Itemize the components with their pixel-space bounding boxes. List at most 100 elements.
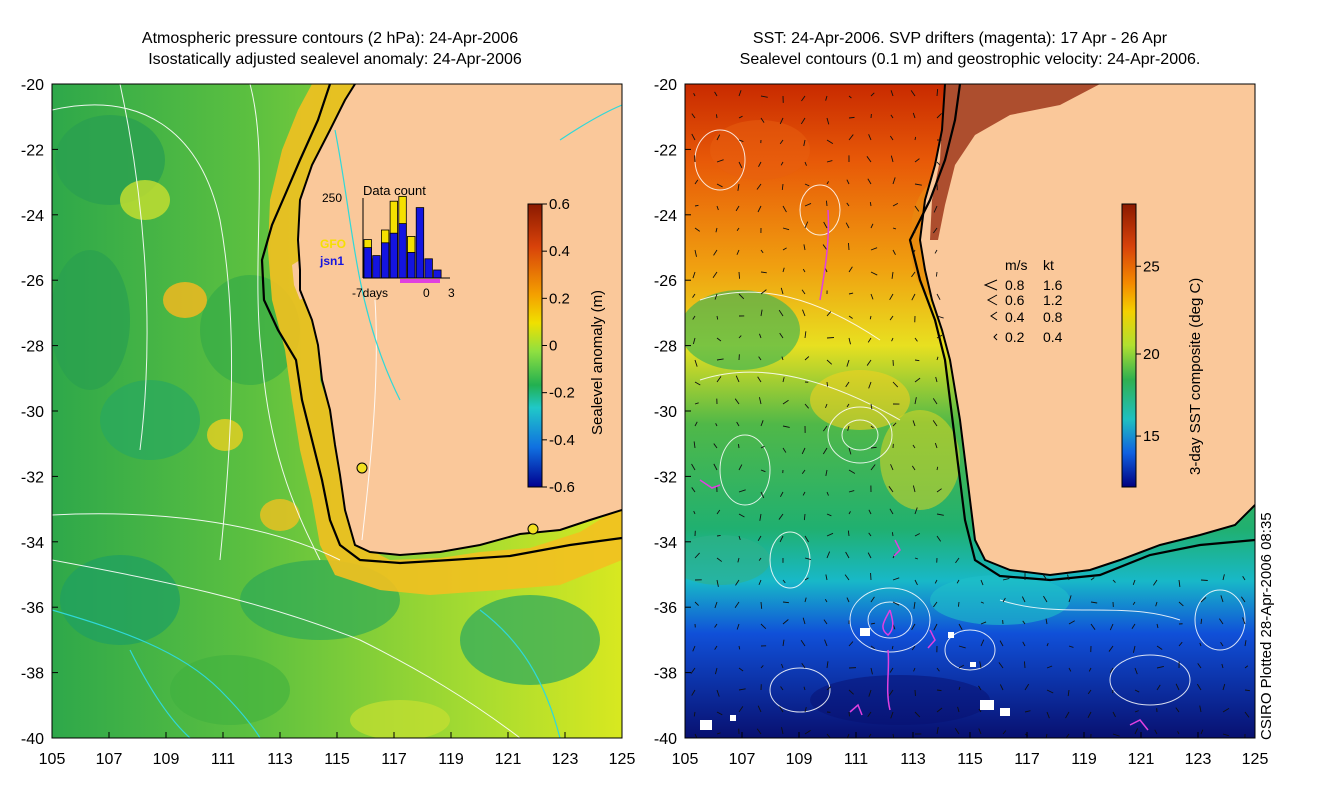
- velocity-arrow: [869, 202, 872, 207]
- velocity-arrow: [760, 289, 767, 295]
- velocity-arrow: [714, 91, 718, 97]
- velocity-arrow: [1134, 689, 1140, 693]
- velocity-arrow: [804, 557, 812, 561]
- velocity-arrow: [914, 557, 919, 560]
- velocity-arrow: [891, 271, 894, 279]
- velocity-arrow: [848, 95, 852, 99]
- velocity-legend-row: 0.4 0.8: [990, 309, 1063, 325]
- velocity-arrow: [716, 134, 721, 141]
- velocity-arrow: [848, 134, 854, 141]
- velocity-arrow: [1153, 579, 1158, 586]
- velocity-arrow: [1177, 731, 1180, 735]
- velocity-arrow: [1175, 707, 1180, 713]
- velocity-arrow: [911, 293, 916, 301]
- velocity-arrow: [738, 335, 742, 339]
- velocity-arrow: [914, 711, 921, 718]
- left-colorbar: 0.6 0.4 0.2 0 -0.2 -0.4 -0.6 Sealevel anomaly …: [527, 196, 606, 496]
- velocity-arrow: [1178, 601, 1184, 607]
- velocity-arrow: [823, 425, 828, 432]
- velocity-arrow: [694, 421, 698, 427]
- velocity-arrow: [804, 356, 810, 361]
- velocity-arrow: [869, 315, 872, 320]
- velocity-arrow: [1199, 705, 1202, 713]
- velocity-arrow: [844, 574, 850, 581]
- inset-xlabel-end: 3: [448, 286, 455, 300]
- velocity-arrow: [1156, 623, 1159, 629]
- velocity-arrow: [738, 706, 744, 713]
- right-sealevel-contours: [694, 129, 1246, 713]
- velocity-arrow: [735, 375, 740, 383]
- velocity-arrow: [1065, 733, 1070, 738]
- velocity-arrow: [782, 377, 785, 383]
- velocity-arrow: [781, 183, 784, 191]
- velocity-arrow: [848, 447, 852, 455]
- colorbar-tick-label: -0.2: [549, 385, 575, 402]
- velocity-arrow: [716, 534, 721, 537]
- velocity-arrow: [911, 645, 916, 651]
- velocity-arrow: [980, 639, 985, 647]
- velocity-arrow: [758, 557, 762, 561]
- velocity-arrow: [936, 535, 942, 542]
- velocity-arrow: [822, 244, 828, 251]
- velocity-arrow: [866, 156, 872, 163]
- velocity-arrow: [693, 93, 696, 97]
- inset-bar-jsn1: [398, 223, 407, 279]
- velocity-arrow: [736, 421, 740, 427]
- velocity-arrow: [1132, 579, 1136, 586]
- velocity-arrow: [715, 423, 718, 427]
- velocity-arrow: [846, 202, 850, 207]
- x-tick-label: 117: [381, 751, 407, 768]
- y-tick-label: -28: [654, 339, 677, 356]
- velocity-arrow: [890, 711, 894, 719]
- velocity-arrow: [978, 728, 982, 735]
- inset-bar-jsn1: [424, 258, 433, 279]
- velocity-arrow: [867, 337, 872, 343]
- velocity-arrow: [999, 684, 1004, 691]
- velocity-arrow: [979, 661, 982, 669]
- left-pressure-contours: [52, 84, 521, 738]
- velocity-arrow: [1242, 576, 1246, 581]
- right-axes: 105 107 109 111 113 115 117 119 121 123 125 -20 -22 -…: [654, 77, 1269, 768]
- velocity-arrow: [1090, 623, 1096, 630]
- velocity-arrow: [1220, 595, 1224, 603]
- y-tick-label: -26: [654, 273, 677, 290]
- velocity-arrow: [1042, 574, 1048, 581]
- velocity-arrow: [889, 667, 894, 673]
- velocity-arrow: [1108, 645, 1114, 652]
- left-station-marker: [356, 462, 368, 474]
- velocity-arrow: [848, 469, 856, 474]
- velocity-arrow: [804, 729, 811, 735]
- velocity-arrow: [716, 557, 723, 562]
- velocity-arrow: [891, 337, 894, 342]
- inset-title: Data count: [363, 183, 426, 198]
- velocity-arrow: [737, 557, 740, 563]
- velocity-arrow: [782, 619, 789, 625]
- velocity-arrow: [716, 509, 721, 515]
- velocity-arrow: [845, 222, 850, 229]
- velocity-arrow: [800, 639, 806, 647]
- x-tick-label: 107: [729, 751, 756, 768]
- velocity-arrow: [911, 271, 916, 278]
- velocity-arrow: [803, 139, 806, 147]
- velocity-arrow: [780, 161, 784, 166]
- velocity-arrow: [735, 205, 740, 212]
- velocity-arrow: [936, 293, 941, 300]
- y-tick-label: -34: [21, 535, 44, 552]
- velocity-arrow: [778, 513, 784, 520]
- velocity-legend-ms: 0.2: [1005, 329, 1025, 345]
- velocity-arrow: [870, 293, 874, 300]
- velocity-arrow: [958, 645, 966, 649]
- x-tick-label: 123: [1185, 751, 1212, 768]
- velocity-arrow: [1067, 689, 1070, 697]
- inset-series-label-jsn1: jsn1: [319, 254, 344, 268]
- velocity-arrow: [890, 114, 894, 119]
- velocity-arrow: [847, 425, 850, 431]
- velocity-arrow: [780, 686, 784, 691]
- velocity-legend-header-kt: kt: [1043, 257, 1054, 273]
- velocity-arrow: [716, 579, 719, 587]
- x-tick-label: 115: [324, 751, 350, 768]
- velocity-arrow: [870, 446, 877, 449]
- velocity-arrow: [1200, 597, 1207, 603]
- velocity-arrow: [1156, 666, 1164, 669]
- velocity-arrow: [867, 711, 872, 718]
